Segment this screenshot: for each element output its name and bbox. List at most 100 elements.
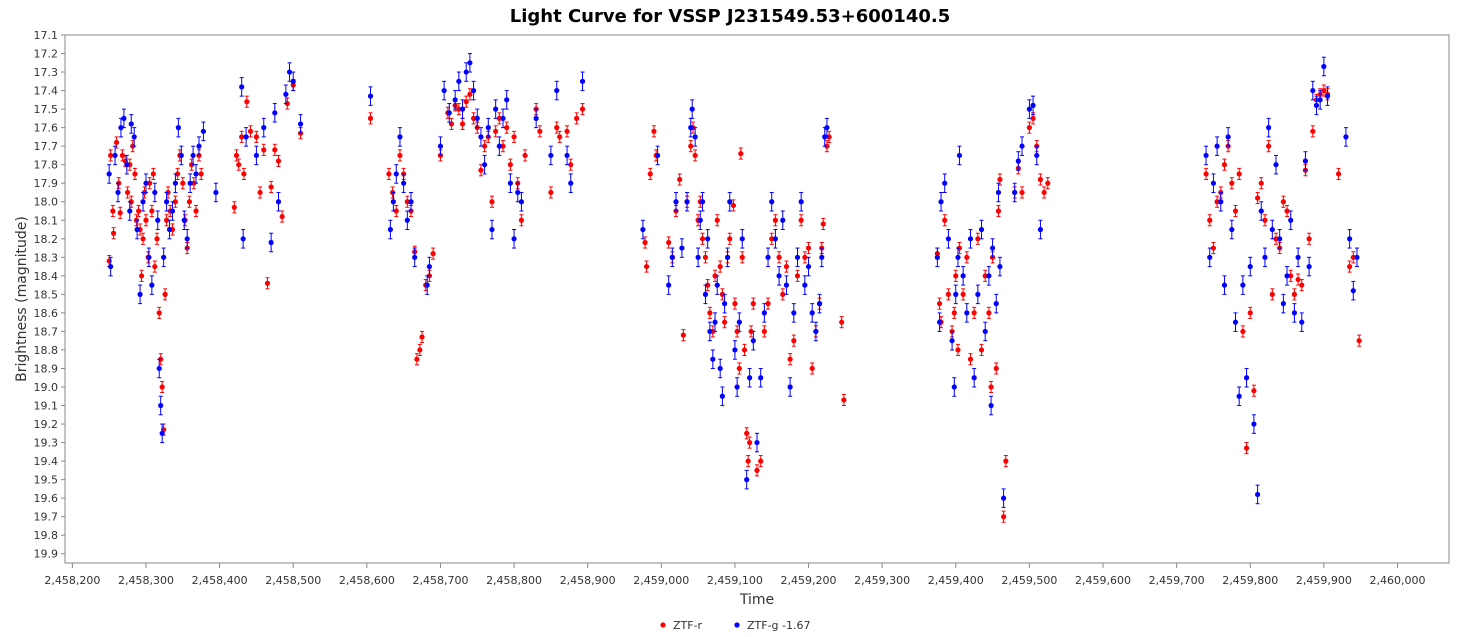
data-point	[824, 125, 830, 131]
y-tick-label: 18.5	[34, 288, 59, 301]
data-point	[1302, 158, 1309, 164]
data-point	[1254, 491, 1261, 498]
data-point	[247, 128, 254, 134]
data-point	[1269, 226, 1275, 233]
legend: ZTF-r ZTF-g -1.67	[660, 619, 811, 632]
data-point	[699, 199, 706, 205]
data-point	[187, 180, 193, 186]
series-layer	[106, 53, 1362, 523]
data-point	[692, 152, 698, 159]
data-point	[1247, 263, 1253, 270]
data-point	[791, 310, 797, 316]
data-point	[989, 245, 996, 251]
data-point	[1207, 254, 1213, 260]
data-point	[401, 180, 407, 186]
data-point	[268, 239, 274, 246]
data-point	[971, 310, 977, 316]
data-point	[397, 152, 403, 159]
data-point	[997, 176, 1003, 183]
data-point	[511, 134, 517, 140]
data-point	[482, 162, 488, 168]
data-point	[147, 180, 153, 186]
data-point	[951, 384, 957, 390]
data-point	[839, 319, 845, 325]
data-point	[1221, 282, 1228, 288]
data-point	[758, 458, 764, 464]
y-tick-label: 19.7	[34, 511, 59, 524]
data-point	[647, 171, 653, 177]
data-point	[279, 213, 285, 220]
x-tick-label: 2,459,600	[1075, 574, 1131, 587]
data-point	[934, 254, 940, 260]
data-point	[1203, 152, 1209, 159]
data-point	[184, 236, 190, 242]
data-point	[446, 110, 452, 116]
data-point	[736, 365, 742, 372]
data-point	[231, 204, 237, 210]
data-point	[754, 467, 760, 473]
data-point	[548, 152, 554, 159]
data-point	[522, 152, 528, 159]
data-point	[193, 171, 199, 177]
data-point	[936, 301, 943, 307]
data-point	[568, 180, 574, 186]
data-point	[673, 199, 679, 205]
x-tick-label: 2,458,700	[412, 574, 468, 587]
x-tick-label: 2,458,200	[44, 574, 100, 587]
data-point	[1299, 319, 1305, 325]
data-point	[1251, 421, 1257, 427]
data-point	[719, 291, 726, 297]
x-tick-label: 2,458,400	[192, 574, 248, 587]
data-point	[290, 78, 296, 84]
data-point	[772, 236, 779, 242]
data-point	[448, 121, 455, 127]
data-point	[393, 171, 399, 177]
data-point	[1019, 143, 1025, 149]
data-point	[816, 301, 823, 307]
data-point	[459, 106, 466, 112]
y-tick-label: 19.2	[34, 418, 59, 431]
y-tick-label: 19.4	[34, 455, 59, 468]
data-point	[809, 365, 815, 372]
data-point	[695, 254, 701, 260]
data-point	[688, 143, 694, 149]
data-point	[739, 236, 745, 242]
data-point	[272, 110, 278, 116]
data-point	[493, 128, 499, 134]
data-point	[714, 217, 720, 223]
data-point	[1001, 495, 1007, 501]
data-point	[175, 125, 181, 131]
data-point	[511, 236, 517, 242]
x-tick-label: 2,458,800	[486, 574, 542, 587]
data-point	[967, 236, 974, 242]
data-point	[127, 208, 133, 214]
data-point	[956, 152, 963, 159]
data-point	[702, 291, 709, 297]
y-tick-label: 19.0	[34, 381, 59, 394]
y-tick-label: 18.9	[34, 362, 59, 375]
data-point	[500, 143, 506, 149]
data-point	[1210, 180, 1217, 186]
data-point	[1012, 189, 1018, 196]
data-point	[988, 402, 994, 409]
data-point	[666, 282, 672, 288]
data-point	[152, 263, 158, 270]
data-point	[121, 115, 127, 121]
data-point	[993, 301, 999, 307]
data-point	[936, 319, 943, 325]
data-point	[1356, 338, 1362, 344]
y-tick-label: 17.4	[34, 85, 59, 98]
data-point	[1236, 171, 1242, 177]
data-point	[213, 189, 219, 196]
data-point	[794, 273, 801, 279]
data-point	[496, 143, 502, 149]
data-point	[136, 208, 142, 214]
data-point	[1001, 514, 1007, 520]
data-point	[568, 162, 574, 168]
data-point	[1269, 291, 1275, 297]
data-point	[677, 176, 683, 183]
data-point	[949, 338, 955, 344]
data-point	[564, 152, 570, 159]
data-point	[1310, 128, 1316, 134]
data-point	[414, 356, 420, 362]
